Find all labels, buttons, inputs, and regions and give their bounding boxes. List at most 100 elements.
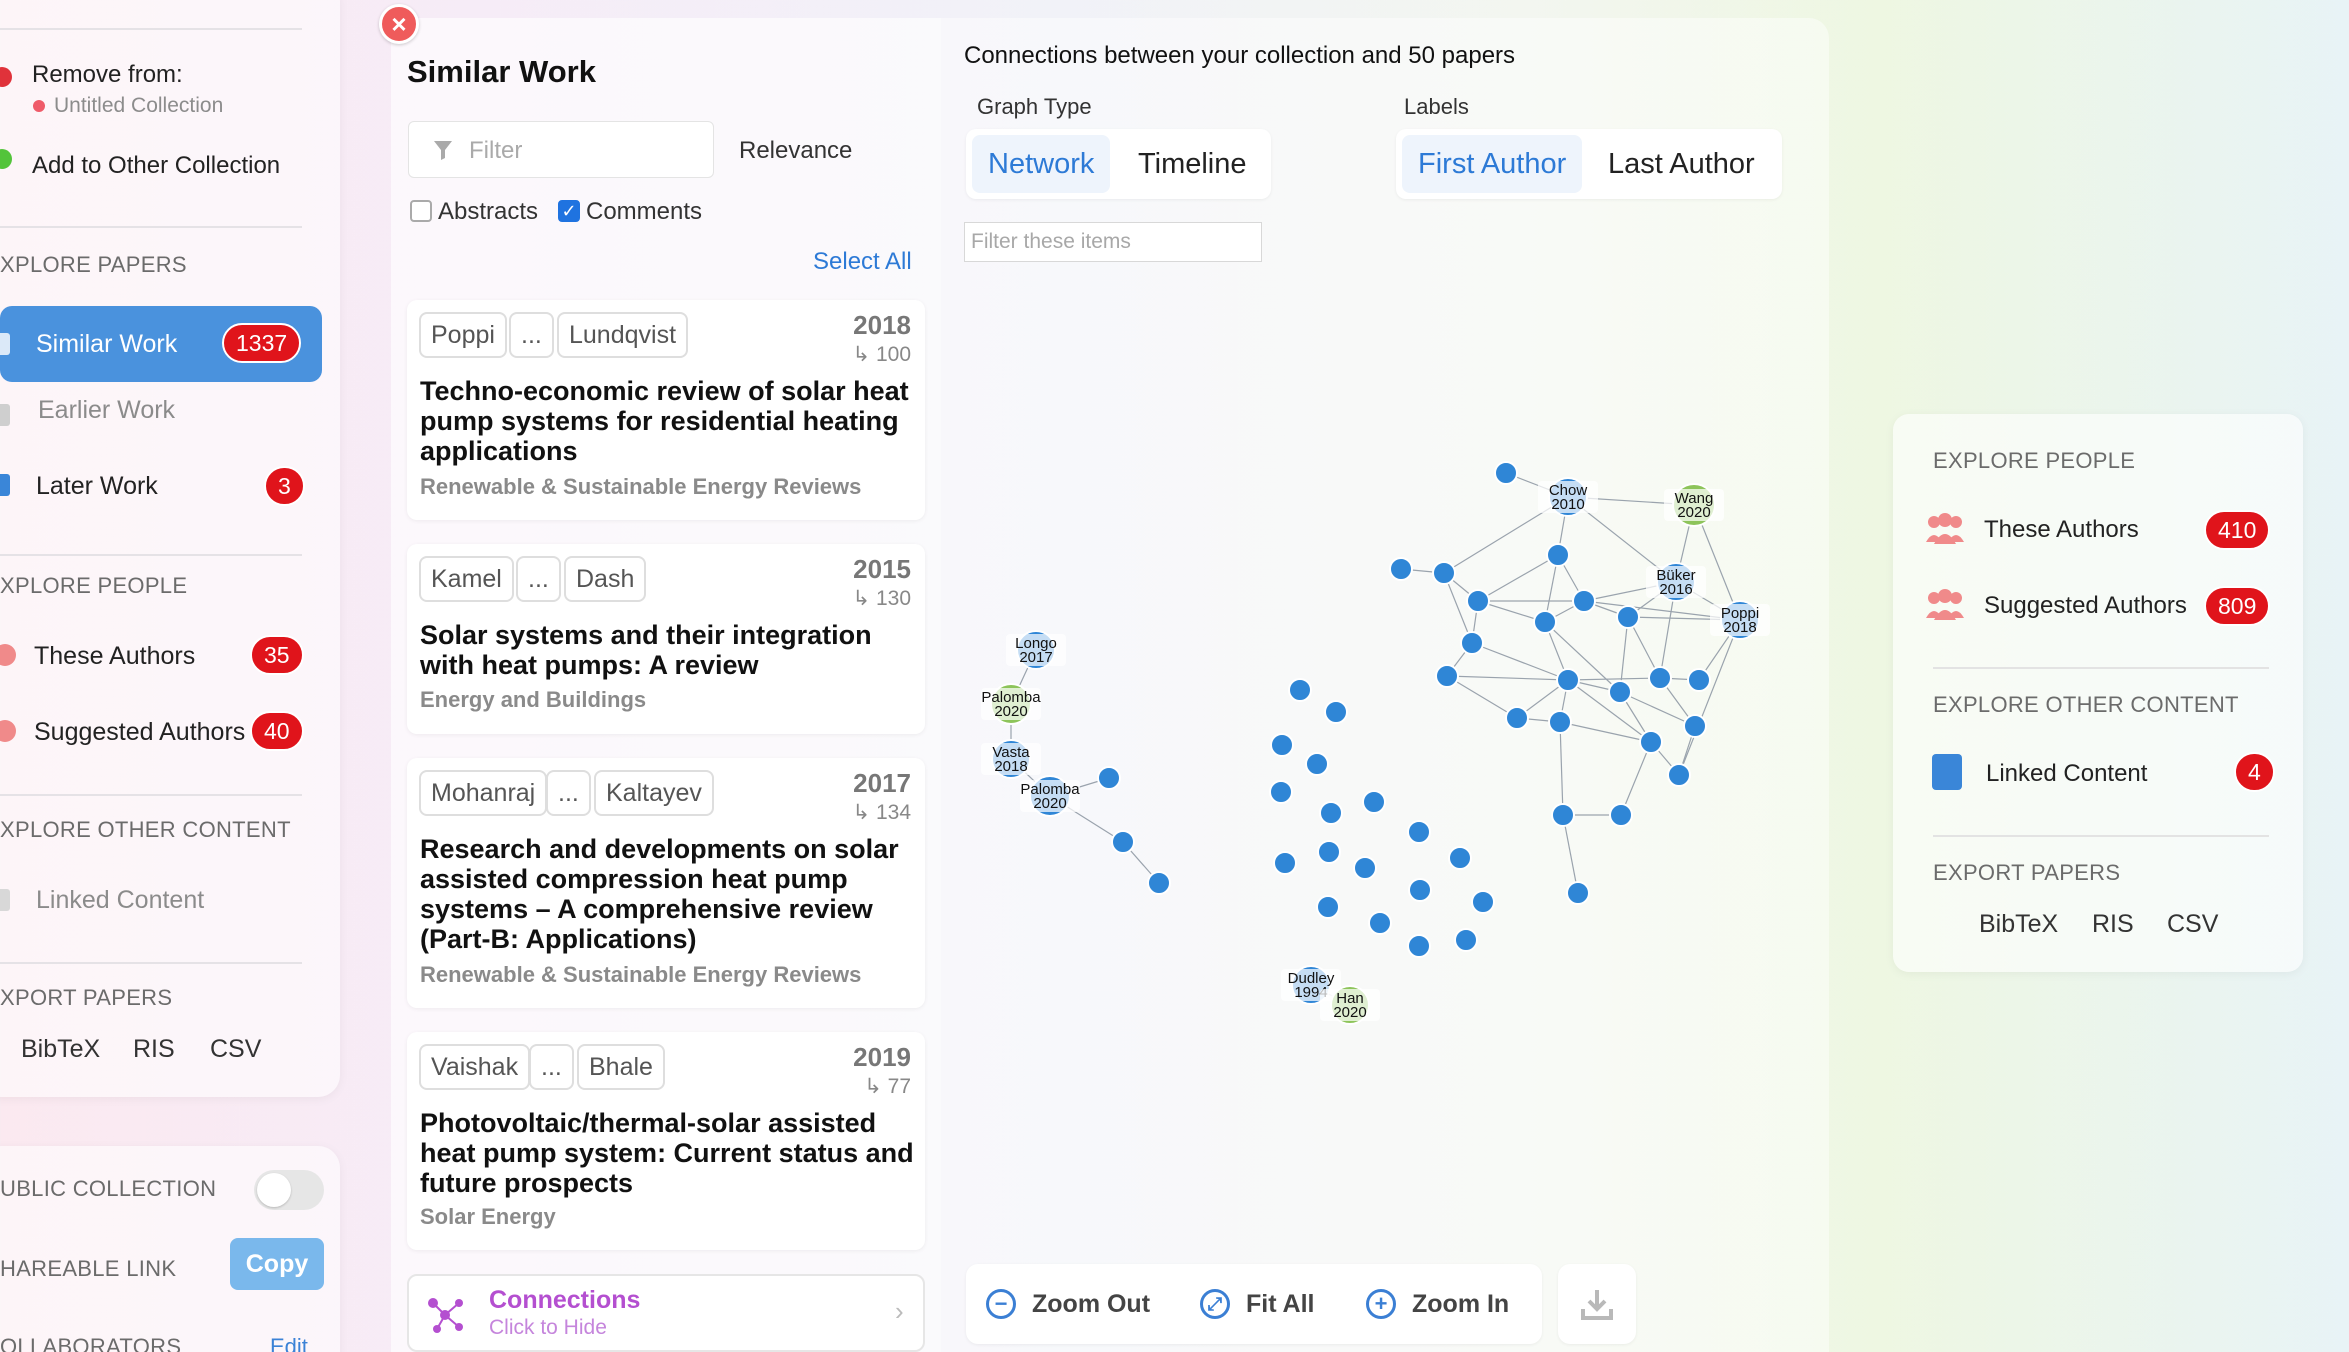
- graph-node-circle[interactable]: [1269, 780, 1293, 804]
- graph-node-circle[interactable]: [1407, 820, 1431, 844]
- graph-node-circle[interactable]: [1319, 801, 1343, 825]
- first-author-chip[interactable]: Mohanraj: [419, 770, 548, 816]
- paper-card[interactable]: Poppi ... Lundqvist 2018 ↳ 100 Techno-ec…: [407, 300, 925, 520]
- graph-node[interactable]: [1616, 605, 1640, 629]
- graph-node[interactable]: Chow 2010: [1538, 477, 1598, 517]
- graph-node[interactable]: [1466, 589, 1490, 613]
- sidebar-item-later-work[interactable]: Later Work 3: [0, 462, 322, 522]
- graph-node-circle[interactable]: [1572, 589, 1596, 613]
- first-author-chip[interactable]: Kamel: [419, 556, 514, 602]
- graph-node-circle[interactable]: [1494, 461, 1518, 485]
- copy-link-button[interactable]: Copy: [230, 1238, 324, 1290]
- close-panel-button[interactable]: ×: [379, 4, 419, 44]
- first-author-chip[interactable]: Poppi: [419, 312, 507, 358]
- fit-all-button[interactable]: ⤢ Fit All: [1200, 1264, 1315, 1344]
- graph-node-circle[interactable]: [1288, 678, 1312, 702]
- graph-node[interactable]: [1687, 668, 1711, 692]
- graph-node-circle[interactable]: [1368, 911, 1392, 935]
- paper-title[interactable]: Solar systems and their integration with…: [420, 620, 872, 680]
- graph-node[interactable]: Longo 2017: [1006, 630, 1066, 670]
- graph-node[interactable]: [1407, 820, 1431, 844]
- graph-node-circle[interactable]: [1466, 589, 1490, 613]
- filter-input[interactable]: Filter: [408, 121, 714, 178]
- graph-node[interactable]: [1494, 461, 1518, 485]
- graph-node-circle[interactable]: [1566, 881, 1590, 905]
- graph-node[interactable]: [1408, 878, 1432, 902]
- graph-node-circle[interactable]: [1435, 664, 1459, 688]
- linked-content-item[interactable]: Linked Content 4: [1920, 752, 2276, 796]
- graph-node[interactable]: [1407, 934, 1431, 958]
- graph-node[interactable]: [1608, 680, 1632, 704]
- labels-first-author[interactable]: First Author: [1402, 135, 1583, 193]
- graph-node[interactable]: [1316, 895, 1340, 919]
- export-bibtex[interactable]: BibTeX: [21, 1035, 101, 1063]
- remove-from-label[interactable]: Remove from:: [32, 61, 183, 88]
- sidebar-item-similar-work[interactable]: Similar Work 1337: [0, 306, 322, 382]
- graph-node-circle[interactable]: [1147, 871, 1171, 895]
- graph-node[interactable]: Han 2020: [1320, 985, 1380, 1025]
- graph-node[interactable]: [1460, 631, 1484, 655]
- labels-last-author[interactable]: Last Author: [1608, 147, 1755, 180]
- graph-filter-input[interactable]: Filter these items: [964, 222, 1262, 262]
- graph-node-circle[interactable]: [1648, 666, 1672, 690]
- graph-node-circle[interactable]: [1551, 803, 1575, 827]
- add-icon[interactable]: [0, 149, 12, 169]
- more-authors-chip[interactable]: ...: [546, 770, 591, 816]
- graph-node[interactable]: [1270, 733, 1294, 757]
- graph-node[interactable]: [1448, 846, 1472, 870]
- graph-node[interactable]: Wang 2020: [1664, 483, 1724, 527]
- graph-node[interactable]: [1305, 752, 1329, 776]
- add-to-other-collection[interactable]: Add to Other Collection: [32, 152, 281, 179]
- sidebar-item-earlier-work[interactable]: Earlier Work: [0, 390, 322, 450]
- remove-icon[interactable]: [0, 67, 12, 87]
- graph-node[interactable]: [1362, 790, 1386, 814]
- more-authors-chip[interactable]: ...: [516, 556, 561, 602]
- graph-node[interactable]: [1533, 610, 1557, 634]
- export-bibtex[interactable]: BibTeX: [1979, 910, 2059, 938]
- more-authors-chip[interactable]: ...: [529, 1044, 574, 1090]
- graph-node-circle[interactable]: [1609, 803, 1633, 827]
- graph-node[interactable]: [1111, 830, 1135, 854]
- public-collection-toggle[interactable]: [254, 1170, 324, 1210]
- paper-title[interactable]: Photovoltaic/thermal-solar assisted heat…: [420, 1108, 914, 1198]
- paper-card[interactable]: Mohanraj ... Kaltayev 2017 ↳ 134 Researc…: [407, 758, 925, 1008]
- last-author-chip[interactable]: Lundqvist: [557, 312, 689, 358]
- download-button[interactable]: [1558, 1264, 1636, 1344]
- sidebar-item-suggested-authors[interactable]: Suggested Authors 40: [0, 704, 322, 760]
- graph-node[interactable]: [1269, 780, 1293, 804]
- graph-node-circle[interactable]: [1454, 928, 1478, 952]
- graph-node[interactable]: [1435, 664, 1459, 688]
- graph-node-circle[interactable]: [1270, 733, 1294, 757]
- graph-node[interactable]: [1389, 557, 1413, 581]
- export-csv[interactable]: CSV: [2167, 910, 2219, 938]
- graph-node-circle[interactable]: [1362, 790, 1386, 814]
- graph-node-circle[interactable]: [1273, 851, 1297, 875]
- graph-node-circle[interactable]: [1546, 543, 1570, 567]
- graph-node-circle[interactable]: [1505, 706, 1529, 730]
- graph-node-circle[interactable]: [1471, 890, 1495, 914]
- graph-node[interactable]: [1505, 706, 1529, 730]
- graph-node[interactable]: [1273, 851, 1297, 875]
- graph-node[interactable]: [1548, 710, 1572, 734]
- export-ris[interactable]: RIS: [2092, 910, 2134, 938]
- graph-node-circle[interactable]: [1432, 561, 1456, 585]
- comments-checkbox[interactable]: ✓: [558, 200, 580, 222]
- graph-node-circle[interactable]: [1548, 710, 1572, 734]
- graph-node-circle[interactable]: [1448, 846, 1472, 870]
- graph-node[interactable]: [1353, 856, 1377, 880]
- sidebar-item-these-authors[interactable]: These Authors 35: [0, 628, 322, 684]
- graph-node[interactable]: [1546, 543, 1570, 567]
- graph-node-circle[interactable]: [1316, 895, 1340, 919]
- graph-node-circle[interactable]: [1097, 766, 1121, 790]
- graph-node-circle[interactable]: [1608, 680, 1632, 704]
- graph-node[interactable]: [1319, 801, 1343, 825]
- select-all-link[interactable]: Select All: [813, 248, 912, 275]
- graph-node[interactable]: Büker 2016: [1646, 562, 1706, 602]
- abstracts-checkbox[interactable]: [410, 200, 432, 222]
- graph-node[interactable]: [1288, 678, 1312, 702]
- graph-node[interactable]: [1097, 766, 1121, 790]
- graph-node[interactable]: [1551, 803, 1575, 827]
- suggested-authors-item[interactable]: Suggested Authors 809: [1920, 584, 2276, 628]
- graph-node[interactable]: [1432, 561, 1456, 585]
- graph-node[interactable]: [1648, 666, 1672, 690]
